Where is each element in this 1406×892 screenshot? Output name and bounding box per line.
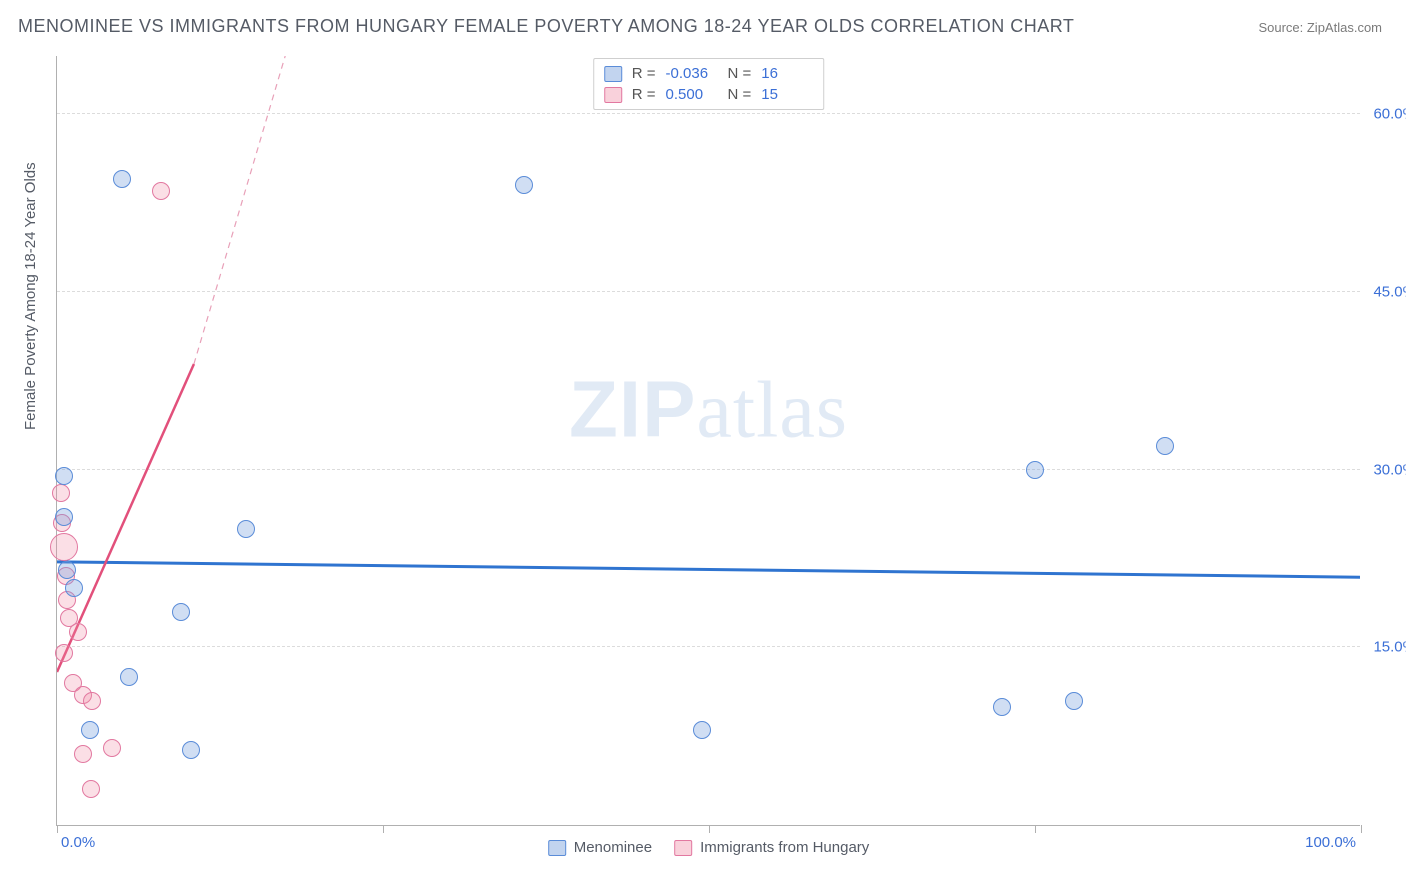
data-point (1065, 692, 1083, 710)
data-point (1156, 437, 1174, 455)
n-label: N = (728, 86, 752, 103)
swatch-blue (604, 66, 622, 82)
data-point (65, 579, 83, 597)
x-tick-min: 0.0% (61, 834, 95, 851)
data-point (993, 698, 1011, 716)
data-point (58, 561, 76, 579)
data-point (55, 467, 73, 485)
data-point (237, 520, 255, 538)
trend-line-menominee (57, 562, 1360, 577)
n-label: N = (728, 65, 752, 82)
r-label: R = (632, 65, 656, 82)
data-point (693, 721, 711, 739)
gridline (57, 469, 1360, 470)
data-point (152, 182, 170, 200)
source-attribution: Source: ZipAtlas.com (1258, 20, 1382, 35)
watermark-atlas: atlas (696, 366, 848, 454)
legend-label-hungary: Immigrants from Hungary (700, 839, 869, 856)
trend-line-hungary-extrapolated (194, 56, 285, 364)
series-legend: Menominee Immigrants from Hungary (548, 839, 870, 856)
y-tick-label: 45.0% (1366, 283, 1406, 300)
data-point (82, 780, 100, 798)
swatch-blue (548, 840, 566, 856)
n-value-menominee: 16 (761, 65, 813, 82)
x-tick (1035, 825, 1036, 833)
legend-row-hungary: R = 0.500 N = 15 (604, 84, 814, 105)
data-point (103, 739, 121, 757)
y-tick-label: 15.0% (1366, 639, 1406, 656)
data-point (120, 668, 138, 686)
x-tick (383, 825, 384, 833)
r-value-hungary: 0.500 (666, 86, 718, 103)
x-tick (57, 825, 58, 833)
x-tick (1361, 825, 1362, 833)
r-value-menominee: -0.036 (666, 65, 718, 82)
data-point (515, 176, 533, 194)
data-point (172, 603, 190, 621)
swatch-pink (604, 87, 622, 103)
correlation-legend: R = -0.036 N = 16 R = 0.500 N = 15 (593, 58, 825, 110)
watermark: ZIPatlas (569, 363, 848, 456)
legend-row-menominee: R = -0.036 N = 16 (604, 63, 814, 84)
data-point (52, 484, 70, 502)
plot-area: ZIPatlas R = -0.036 N = 16 R = 0.500 N =… (56, 56, 1360, 826)
watermark-zip: ZIP (569, 364, 696, 453)
data-point (69, 623, 87, 641)
chart-title: MENOMINEE VS IMMIGRANTS FROM HUNGARY FEM… (18, 16, 1074, 37)
n-value-hungary: 15 (761, 86, 813, 103)
data-point (81, 721, 99, 739)
data-point (74, 745, 92, 763)
data-point (113, 170, 131, 188)
data-point (83, 692, 101, 710)
data-point (55, 508, 73, 526)
gridline (57, 646, 1360, 647)
r-label: R = (632, 86, 656, 103)
legend-label-menominee: Menominee (574, 839, 652, 856)
data-point (1026, 461, 1044, 479)
gridline (57, 291, 1360, 292)
gridline (57, 113, 1360, 114)
y-tick-label: 30.0% (1366, 461, 1406, 478)
y-axis-label: Female Poverty Among 18-24 Year Olds (22, 162, 39, 430)
swatch-pink (674, 840, 692, 856)
x-tick-max: 100.0% (1305, 834, 1356, 851)
x-tick (709, 825, 710, 833)
y-tick-label: 60.0% (1366, 106, 1406, 123)
data-point (55, 644, 73, 662)
data-point (50, 533, 78, 561)
legend-item-hungary: Immigrants from Hungary (674, 839, 869, 856)
data-point (182, 741, 200, 759)
legend-item-menominee: Menominee (548, 839, 652, 856)
